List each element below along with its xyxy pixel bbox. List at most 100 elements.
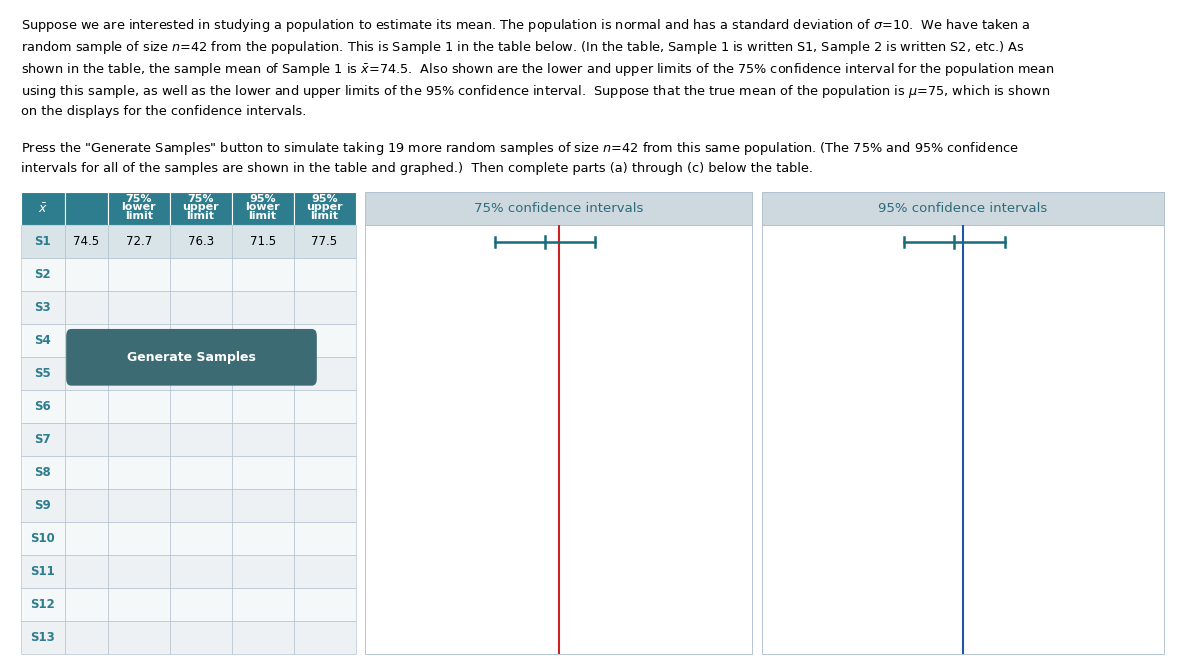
Text: lower: lower — [245, 202, 280, 212]
Bar — [231, 489, 294, 522]
Bar — [64, 225, 108, 258]
Bar — [294, 357, 356, 390]
Text: S2: S2 — [34, 268, 51, 282]
Bar — [21, 192, 64, 225]
FancyBboxPatch shape — [66, 329, 316, 386]
Bar — [21, 225, 64, 258]
Text: intervals for all of the samples are shown in the table and graphed.)  Then comp: intervals for all of the samples are sho… — [21, 162, 813, 174]
Bar — [231, 292, 294, 324]
Bar — [64, 292, 108, 324]
Bar — [169, 522, 231, 555]
Bar — [231, 588, 294, 621]
Bar — [294, 225, 356, 258]
Bar — [64, 555, 108, 588]
Bar — [169, 192, 231, 225]
Bar — [231, 324, 294, 357]
Text: S12: S12 — [31, 598, 56, 611]
Bar — [64, 357, 108, 390]
Bar — [231, 192, 294, 225]
Bar — [21, 621, 64, 654]
Text: S13: S13 — [31, 631, 56, 644]
Bar — [762, 192, 1164, 225]
Text: Press the "Generate Samples" button to simulate taking 19 more random samples of: Press the "Generate Samples" button to s… — [21, 140, 1019, 157]
Bar — [21, 424, 64, 456]
Bar — [169, 258, 231, 292]
Text: 76.3: 76.3 — [187, 235, 213, 248]
Text: shown in the table, the sample mean of Sample 1 is $\bar{x}$=74.5.  Also shown a: shown in the table, the sample mean of S… — [21, 61, 1055, 78]
Bar — [231, 258, 294, 292]
Bar — [365, 192, 752, 225]
Bar — [64, 522, 108, 555]
Bar — [294, 324, 356, 357]
Text: S5: S5 — [34, 367, 51, 380]
Bar — [169, 456, 231, 489]
Bar — [294, 555, 356, 588]
Text: 95% confidence intervals: 95% confidence intervals — [878, 202, 1048, 216]
Bar — [169, 424, 231, 456]
Bar — [294, 258, 356, 292]
Text: S4: S4 — [34, 334, 51, 348]
Bar — [231, 390, 294, 424]
Bar — [21, 324, 64, 357]
Bar — [108, 522, 169, 555]
Bar — [169, 489, 231, 522]
Text: S11: S11 — [31, 565, 56, 578]
Text: 74.5: 74.5 — [73, 235, 100, 248]
Text: S9: S9 — [34, 499, 51, 512]
Text: 75%: 75% — [187, 194, 213, 204]
Text: upper: upper — [182, 202, 219, 212]
Bar — [294, 588, 356, 621]
Bar — [64, 424, 108, 456]
Bar — [231, 621, 294, 654]
Text: S8: S8 — [34, 466, 51, 480]
Bar — [294, 192, 356, 225]
Text: Suppose we are interested in studying a population to estimate its mean. The pop: Suppose we are interested in studying a … — [21, 17, 1031, 34]
Bar — [21, 555, 64, 588]
Text: limit: limit — [249, 210, 276, 220]
Text: 95%: 95% — [249, 194, 276, 204]
Bar — [108, 588, 169, 621]
Bar — [108, 324, 169, 357]
Bar — [21, 522, 64, 555]
Bar — [169, 292, 231, 324]
Bar — [21, 588, 64, 621]
Bar — [21, 456, 64, 489]
Bar — [108, 225, 169, 258]
Bar — [21, 258, 64, 292]
Text: 77.5: 77.5 — [312, 235, 338, 248]
Text: random sample of size $n$=42 from the population. This is Sample 1 in the table : random sample of size $n$=42 from the po… — [21, 39, 1025, 56]
Bar — [64, 456, 108, 489]
Bar — [108, 489, 169, 522]
Bar — [294, 621, 356, 654]
Bar — [21, 390, 64, 424]
Bar — [64, 621, 108, 654]
Bar — [294, 456, 356, 489]
Bar — [108, 621, 169, 654]
Bar — [169, 621, 231, 654]
Bar — [108, 390, 169, 424]
Bar — [169, 555, 231, 588]
Bar — [294, 390, 356, 424]
Text: 71.5: 71.5 — [250, 235, 276, 248]
Bar — [169, 357, 231, 390]
Bar — [169, 324, 231, 357]
Bar — [64, 192, 108, 225]
Bar — [294, 424, 356, 456]
Bar — [21, 489, 64, 522]
Bar — [64, 390, 108, 424]
Text: S6: S6 — [34, 400, 51, 414]
Bar — [108, 424, 169, 456]
Bar — [108, 258, 169, 292]
Bar — [108, 456, 169, 489]
Text: S7: S7 — [34, 433, 51, 446]
Bar — [108, 192, 169, 225]
Text: 95%: 95% — [312, 194, 338, 204]
Text: using this sample, as well as the lower and upper limits of the 95% confidence i: using this sample, as well as the lower … — [21, 83, 1050, 100]
Bar — [64, 489, 108, 522]
Bar — [169, 390, 231, 424]
Bar — [64, 324, 108, 357]
Bar — [21, 357, 64, 390]
Bar — [294, 489, 356, 522]
Text: 75% confidence intervals: 75% confidence intervals — [474, 202, 643, 216]
Text: 75%: 75% — [126, 194, 152, 204]
